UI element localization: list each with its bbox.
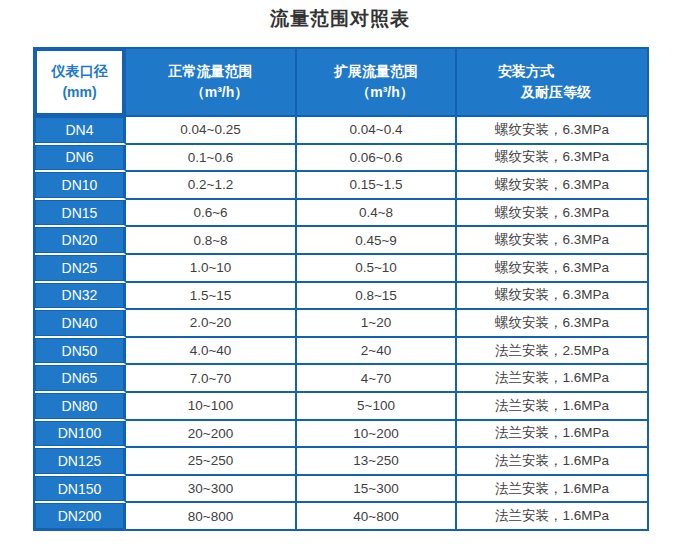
table-row: DN12525~25013~250法兰安装，1.6MPa <box>35 448 647 476</box>
flow-range-cell: 0.8~15 <box>297 283 457 311</box>
header-line1: 正常流量范围 <box>126 61 295 82</box>
diameter-cell: DN15 <box>35 200 126 228</box>
diameter-cell: DN32 <box>35 283 126 311</box>
header-line2: 及耐压等级 <box>461 82 651 103</box>
diameter-cell: DN10 <box>35 172 126 200</box>
installation-cell: 法兰安装，1.6MPa <box>457 421 647 449</box>
header-line1: 仪表口径 <box>35 61 124 82</box>
installation-cell: 法兰安装，1.6MPa <box>457 503 647 529</box>
header-row: 仪表口径 (mm) 正常流量范围 （m³/h） 扩展流量范围 （m³/h） 安装… <box>35 49 647 117</box>
table-row: DN657.0~704~70法兰安装，1.6MPa <box>35 365 647 393</box>
flow-range-cell: 1~20 <box>297 310 457 338</box>
flow-range-cell: 80~800 <box>126 503 297 529</box>
flow-range-cell: 5~100 <box>297 393 457 421</box>
header-normal-flow-range: 正常流量范围 （m³/h） <box>126 49 297 117</box>
flow-range-cell: 1.5~15 <box>126 283 297 311</box>
flow-range-cell: 0.06~0.6 <box>297 145 457 173</box>
table-row: DN251.0~100.5~10螺纹安装，6.3MPa <box>35 255 647 283</box>
table-row: DN321.5~150.8~15螺纹安装，6.3MPa <box>35 283 647 311</box>
installation-cell: 螺纹安装，6.3MPa <box>457 283 647 311</box>
diameter-cell: DN4 <box>35 117 126 145</box>
flow-range-table: 仪表口径 (mm) 正常流量范围 （m³/h） 扩展流量范围 （m³/h） 安装… <box>33 47 649 531</box>
diameter-cell: DN125 <box>35 448 126 476</box>
flow-range-cell: 15~300 <box>297 476 457 504</box>
installation-cell: 螺纹安装，6.3MPa <box>457 117 647 145</box>
installation-cell: 螺纹安装，6.3MPa <box>457 310 647 338</box>
table-header: 仪表口径 (mm) 正常流量范围 （m³/h） 扩展流量范围 （m³/h） 安装… <box>35 49 647 117</box>
flow-range-cell: 4.0~40 <box>126 338 297 366</box>
table-row: DN100.2~1.20.15~1.5螺纹安装，6.3MPa <box>35 172 647 200</box>
table-body: DN40.04~0.250.04~0.4螺纹安装，6.3MPaDN60.1~0.… <box>35 117 647 529</box>
flow-range-cell: 0.5~10 <box>297 255 457 283</box>
diameter-cell: DN6 <box>35 145 126 173</box>
header-installation-pressure: 安装方式 及耐压等级 <box>457 49 647 117</box>
header-extended-flow-range: 扩展流量范围 （m³/h） <box>297 49 457 117</box>
diameter-cell: DN20 <box>35 227 126 255</box>
flow-range-cell: 2.0~20 <box>126 310 297 338</box>
flow-range-cell: 0.1~0.6 <box>126 145 297 173</box>
table-row: DN60.1~0.60.06~0.6螺纹安装，6.3MPa <box>35 145 647 173</box>
flow-range-cell: 2~40 <box>297 338 457 366</box>
installation-cell: 螺纹安装，6.3MPa <box>457 145 647 173</box>
flow-range-cell: 10~200 <box>297 421 457 449</box>
installation-cell: 螺纹安装，6.3MPa <box>457 227 647 255</box>
table-row: DN402.0~201~20螺纹安装，6.3MPa <box>35 310 647 338</box>
flow-range-cell: 30~300 <box>126 476 297 504</box>
header-line2: （m³/h） <box>306 82 464 103</box>
installation-cell: 法兰安装，1.6MPa <box>457 448 647 476</box>
table-row: DN150.6~60.4~8螺纹安装，6.3MPa <box>35 200 647 228</box>
table-row: DN40.04~0.250.04~0.4螺纹安装，6.3MPa <box>35 117 647 145</box>
installation-cell: 螺纹安装，6.3MPa <box>457 172 647 200</box>
installation-cell: 法兰安装，1.6MPa <box>457 365 647 393</box>
table-row: DN200.8~80.45~9螺纹安装，6.3MPa <box>35 227 647 255</box>
header-line2: (mm) <box>35 82 124 103</box>
diameter-cell: DN80 <box>35 393 126 421</box>
diameter-cell: DN150 <box>35 476 126 504</box>
header-line1: 安装方式 <box>431 61 621 82</box>
flow-range-cell: 0.4~8 <box>297 200 457 228</box>
table-row: DN8010~1005~100法兰安装，1.6MPa <box>35 393 647 421</box>
header-meter-diameter: 仪表口径 (mm) <box>35 49 126 117</box>
table-row: DN20080~80040~800法兰安装，1.6MPa <box>35 503 647 529</box>
header-line2: （m³/h） <box>135 82 304 103</box>
installation-cell: 螺纹安装，6.3MPa <box>457 255 647 283</box>
page: 流量范围对照表 仪表口径 (mm) 正常流量范围 （m³/h） 扩展流量范围 （… <box>0 0 680 547</box>
diameter-cell: DN50 <box>35 338 126 366</box>
flow-range-cell: 0.2~1.2 <box>126 172 297 200</box>
flow-range-cell: 0.04~0.25 <box>126 117 297 145</box>
installation-cell: 法兰安装，2.5MPa <box>457 338 647 366</box>
diameter-cell: DN65 <box>35 365 126 393</box>
diameter-cell: DN100 <box>35 421 126 449</box>
flow-range-cell: 1.0~10 <box>126 255 297 283</box>
installation-cell: 螺纹安装，6.3MPa <box>457 200 647 228</box>
flow-range-cell: 0.04~0.4 <box>297 117 457 145</box>
table-row: DN10020~20010~200法兰安装，1.6MPa <box>35 421 647 449</box>
diameter-cell: DN40 <box>35 310 126 338</box>
installation-cell: 法兰安装，1.6MPa <box>457 476 647 504</box>
table-row: DN504.0~402~40法兰安装，2.5MPa <box>35 338 647 366</box>
flow-range-cell: 10~100 <box>126 393 297 421</box>
flow-range-cell: 25~250 <box>126 448 297 476</box>
diameter-cell: DN200 <box>35 503 126 529</box>
flow-range-cell: 0.15~1.5 <box>297 172 457 200</box>
installation-cell: 法兰安装，1.6MPa <box>457 393 647 421</box>
flow-range-cell: 20~200 <box>126 421 297 449</box>
flow-range-cell: 7.0~70 <box>126 365 297 393</box>
flow-range-cell: 0.8~8 <box>126 227 297 255</box>
flow-range-cell: 0.6~6 <box>126 200 297 228</box>
flow-range-cell: 0.45~9 <box>297 227 457 255</box>
flow-range-cell: 40~800 <box>297 503 457 529</box>
page-title: 流量范围对照表 <box>0 6 680 32</box>
flow-range-cell: 13~250 <box>297 448 457 476</box>
diameter-cell: DN25 <box>35 255 126 283</box>
flow-range-cell: 4~70 <box>297 365 457 393</box>
table-row: DN15030~30015~300法兰安装，1.6MPa <box>35 476 647 504</box>
